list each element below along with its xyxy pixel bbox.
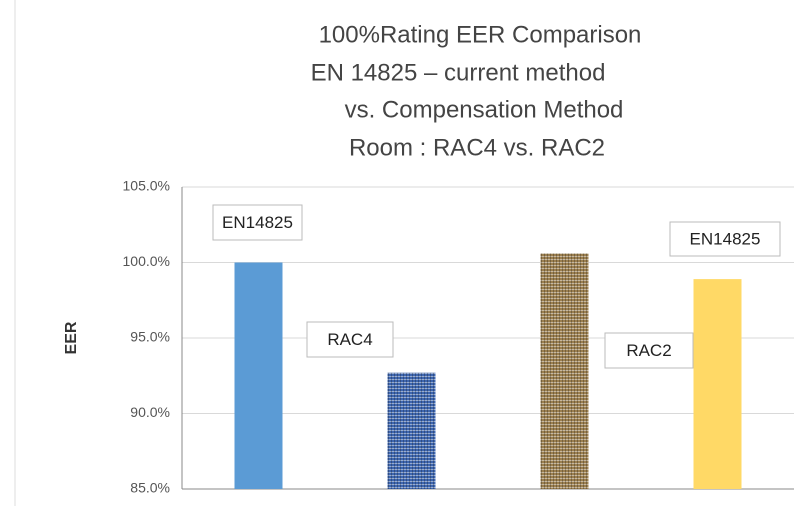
annotation-box <box>604 332 694 369</box>
annotation: RAC2 <box>626 341 671 360</box>
annotation-box <box>306 321 394 358</box>
bar <box>387 372 436 489</box>
y-tick-label: 105.0% <box>123 178 170 194</box>
chart-subtitle: Room : RAC4 vs. RAC2 <box>349 134 605 161</box>
y-tick-label: 90.0% <box>130 404 170 420</box>
chart-subtitle: vs. Compensation Method <box>345 96 624 123</box>
annotation-box <box>212 204 303 241</box>
bar <box>234 262 283 489</box>
annotation: RAC4 <box>327 330 372 349</box>
annotation: EN14825 <box>222 213 293 232</box>
annotation: EN14825 <box>690 229 761 248</box>
bar <box>540 253 589 489</box>
y-tick-label: 100.0% <box>123 253 170 269</box>
bar <box>693 279 742 489</box>
y-axis-label: EER <box>63 321 80 354</box>
chart-subtitle: EN 14825 – current method <box>311 59 606 86</box>
chart-title: 100%Rating EER Comparison <box>319 21 642 48</box>
annotation-box <box>669 221 781 257</box>
y-tick-label: 85.0% <box>130 480 170 496</box>
y-tick-label: 95.0% <box>130 329 170 345</box>
